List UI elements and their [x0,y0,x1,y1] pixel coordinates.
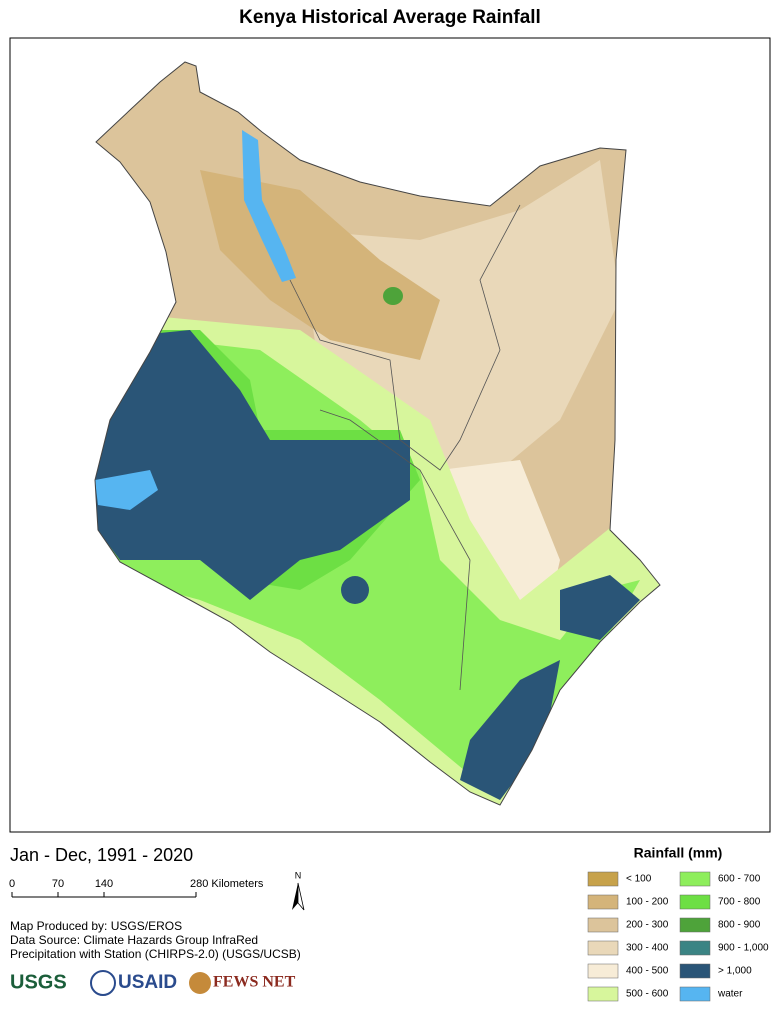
legend-label: 600 - 700 [718,874,761,885]
legend-label: water [717,989,743,1000]
credit: Data Source: Climate Hazards Group Infra… [10,933,258,947]
admin-boundary [319,409,471,691]
scale-label: 280 Kilometers [190,878,264,890]
period: Jan - Dec, 1991 - 2020 [10,845,193,865]
legend-label: 200 - 300 [626,920,669,931]
legend-swatch [679,940,711,956]
legend-swatch [587,917,619,933]
legend-swatch [587,940,619,956]
legend-label: 800 - 900 [718,920,761,931]
scale-label: 0 [9,878,15,890]
legend-swatch [679,963,711,979]
legend-title: Rainfall (mm) [634,845,723,861]
legend-label: > 1,000 [718,966,752,977]
legend-swatch [587,963,619,979]
legend: < 100 100 - 200 200 - 300 300 - 400 400 - 50… [587,871,769,1002]
legend-swatch [679,917,711,933]
legend-label: 500 - 600 [626,989,669,1000]
map-title: Kenya Historical Average Rainfall [239,7,541,28]
legend-swatch [587,871,619,887]
scale-bar: 0 70 140 280 Kilometers [9,878,264,898]
admin-boundary [289,204,521,471]
scale-label: 70 [52,878,64,890]
legend-label: 400 - 500 [626,966,669,977]
credit: Map Produced by: USGS/EROS [10,919,182,933]
scale-label: 140 [95,878,113,890]
north-label: N [295,870,302,880]
legend-label: 900 - 1,000 [718,943,769,954]
logo-usgs: USGS [10,971,67,993]
legend-swatch [679,871,711,887]
logo-usaid: USAID [118,972,177,993]
logos: USGS USAID FEWS NET [10,970,296,996]
legend-label: 100 - 200 [626,897,669,908]
credit: Precipitation with Station (CHIRPS-2.0) … [10,947,301,961]
logo-fewsnet: FEWS NET [213,974,296,991]
legend-swatch [587,986,619,1002]
legend-swatch [587,894,619,910]
legend-label: 700 - 800 [718,897,761,908]
north-arrow: N [292,870,305,911]
legend-label: < 100 [626,874,652,885]
legend-swatch [679,986,711,1002]
legend-swatch [679,894,711,910]
legend-label: 300 - 400 [626,943,669,954]
